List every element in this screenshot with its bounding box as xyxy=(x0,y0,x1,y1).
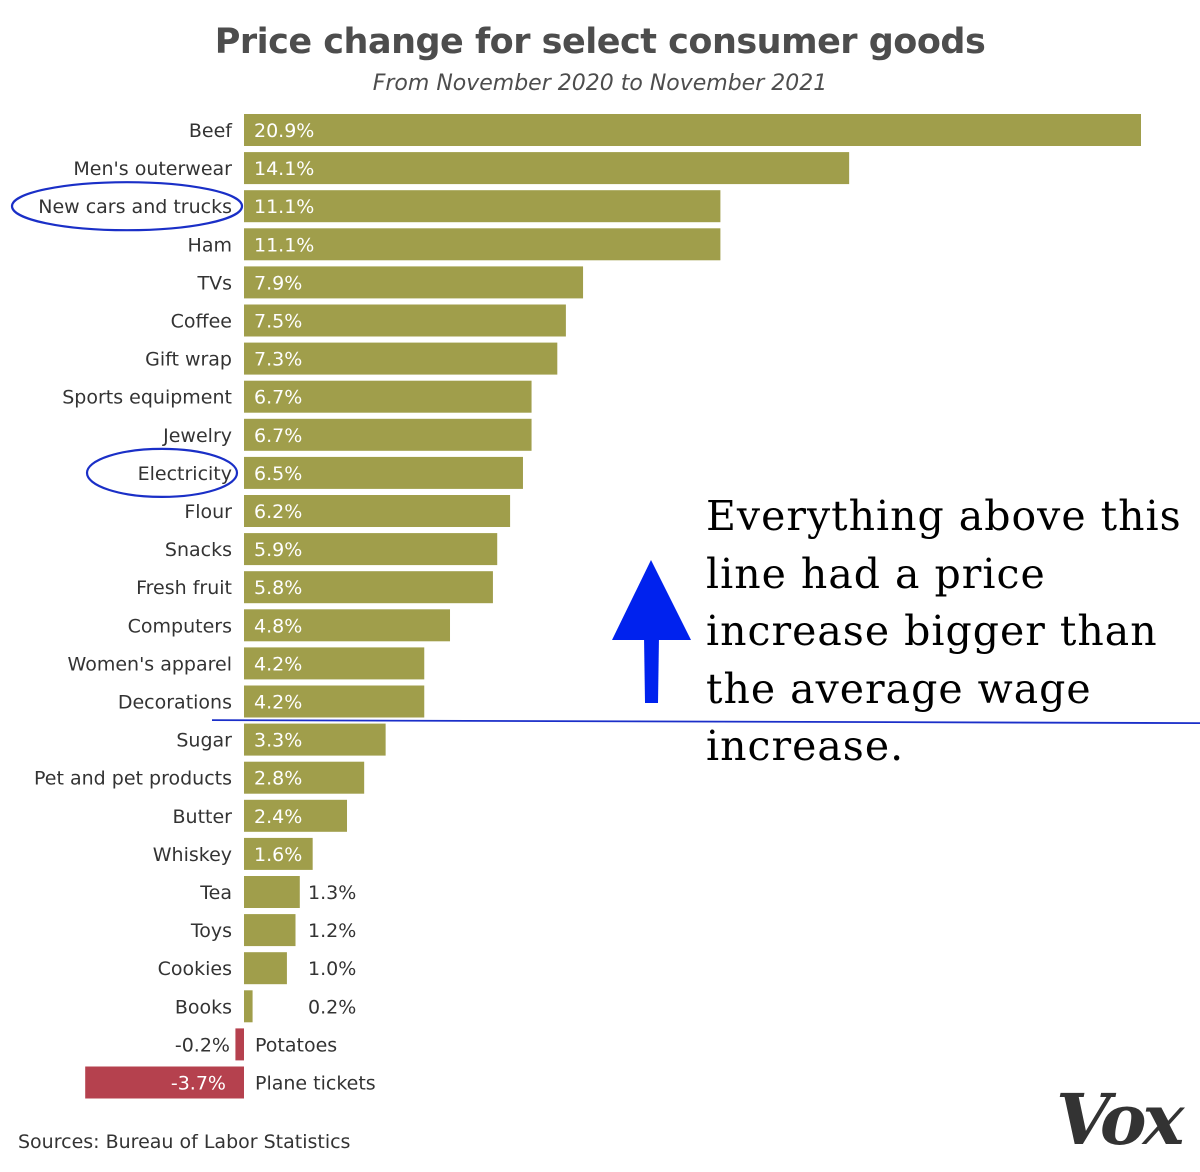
category-label-computers: Computers xyxy=(128,615,232,637)
bar-sports-equipment xyxy=(244,380,532,413)
value-label-decorations: 4.2% xyxy=(254,692,302,714)
bar-computers xyxy=(244,609,451,642)
chart-subtitle: From November 2020 to November 2021 xyxy=(372,71,828,96)
category-label-books: Books xyxy=(175,996,232,1018)
category-label-butter: Butter xyxy=(173,806,233,828)
bar-gift-wrap xyxy=(244,342,558,375)
value-label-whiskey: 1.6% xyxy=(254,844,302,866)
bar-men-s-outerwear xyxy=(244,152,850,185)
category-label-flour: Flour xyxy=(184,501,232,523)
bar-women-s-apparel xyxy=(244,647,425,680)
bar-sugar xyxy=(244,723,386,756)
category-label-ham: Ham xyxy=(188,234,232,256)
value-label-new-cars-and-trucks: 11.1% xyxy=(254,196,314,218)
bar-pet-and-pet-products xyxy=(244,761,365,794)
category-label-men-s-outerwear: Men's outerwear xyxy=(73,158,232,180)
highlight-circle-new-cars-and-trucks xyxy=(10,181,244,232)
value-label-sports-equipment: 6.7% xyxy=(254,387,302,409)
bar-coffee xyxy=(244,304,566,337)
category-label-tea: Tea xyxy=(199,882,232,904)
value-label-computers: 4.8% xyxy=(254,615,302,637)
bar-jewelry xyxy=(244,418,532,451)
value-label-tea: 1.3% xyxy=(308,882,356,904)
value-label-flour: 6.2% xyxy=(254,501,302,523)
value-label-cookies: 1.0% xyxy=(308,958,356,980)
annotation-text: Everything above this line had a price i… xyxy=(706,492,1182,770)
bar-books xyxy=(244,990,253,1023)
highlight-circle-electricity xyxy=(85,447,239,498)
category-label-sugar: Sugar xyxy=(176,730,232,752)
value-label-men-s-outerwear: 14.1% xyxy=(254,158,314,180)
bar-butter xyxy=(244,799,348,832)
value-label-toys: 1.2% xyxy=(308,920,356,942)
bar-beef xyxy=(244,114,1141,146)
source-note: Sources: Bureau of Labor Statistics xyxy=(18,1131,351,1153)
bar-cookies xyxy=(244,952,287,985)
arrow-shaft xyxy=(644,636,659,703)
value-label-beef: 20.9% xyxy=(254,120,314,142)
value-label-ham: 11.1% xyxy=(254,234,314,256)
category-label-coffee: Coffee xyxy=(171,311,232,333)
bar-snacks xyxy=(244,533,498,566)
arrow-head xyxy=(612,560,691,640)
bar-plane-tickets xyxy=(85,1066,244,1099)
chart-title: Price change for select consumer goods xyxy=(214,22,986,62)
value-label-butter: 2.4% xyxy=(254,806,302,828)
category-label-women-s-apparel: Women's apparel xyxy=(68,653,232,675)
category-label-toys: Toys xyxy=(190,920,232,942)
vox-logo: Vox xyxy=(1056,1078,1184,1161)
bar-fresh-fruit xyxy=(244,571,493,604)
threshold-line xyxy=(211,719,1200,724)
category-label-gift-wrap: Gift wrap xyxy=(145,349,232,371)
category-label-electricity: Electricity xyxy=(138,463,232,485)
category-label-new-cars-and-trucks: New cars and trucks xyxy=(38,196,232,218)
category-label-whiskey: Whiskey xyxy=(153,844,232,866)
bar-tvs xyxy=(244,266,584,299)
bar-flour xyxy=(244,495,511,527)
bar-ham xyxy=(244,228,721,261)
category-label-beef: Beef xyxy=(189,120,233,142)
bar-toys xyxy=(244,914,296,947)
bar-tea xyxy=(244,876,300,908)
value-label-tvs: 7.9% xyxy=(254,272,302,294)
bar-decorations xyxy=(244,685,425,718)
value-label-potatoes: -0.2% xyxy=(175,1034,230,1056)
value-label-jewelry: 6.7% xyxy=(254,425,302,447)
value-label-women-s-apparel: 4.2% xyxy=(254,653,302,675)
bar-potatoes xyxy=(235,1028,244,1061)
value-label-books: 0.2% xyxy=(308,996,356,1018)
category-label-tvs: TVs xyxy=(196,272,232,294)
value-label-sugar: 3.3% xyxy=(254,730,302,752)
category-label-sports-equipment: Sports equipment xyxy=(62,387,232,409)
value-label-plane-tickets: -3.7% xyxy=(171,1073,226,1095)
category-label-potatoes: Potatoes xyxy=(255,1034,337,1056)
category-label-jewelry: Jewelry xyxy=(162,425,232,447)
category-label-cookies: Cookies xyxy=(158,958,232,980)
value-label-snacks: 5.9% xyxy=(254,539,302,561)
category-label-pet-and-pet-products: Pet and pet products xyxy=(34,768,232,790)
category-label-snacks: Snacks xyxy=(165,539,232,561)
bar-new-cars-and-trucks xyxy=(244,190,721,223)
bar-whiskey xyxy=(244,837,313,870)
value-label-fresh-fruit: 5.8% xyxy=(254,577,302,599)
value-label-pet-and-pet-products: 2.8% xyxy=(254,768,302,790)
value-label-gift-wrap: 7.3% xyxy=(254,349,302,371)
category-label-decorations: Decorations xyxy=(118,692,232,714)
value-label-coffee: 7.5% xyxy=(254,311,302,333)
value-label-electricity: 6.5% xyxy=(254,463,302,485)
category-label-plane-tickets: Plane tickets xyxy=(255,1073,376,1095)
bar-electricity xyxy=(244,456,523,489)
category-label-fresh-fruit: Fresh fruit xyxy=(136,577,232,599)
